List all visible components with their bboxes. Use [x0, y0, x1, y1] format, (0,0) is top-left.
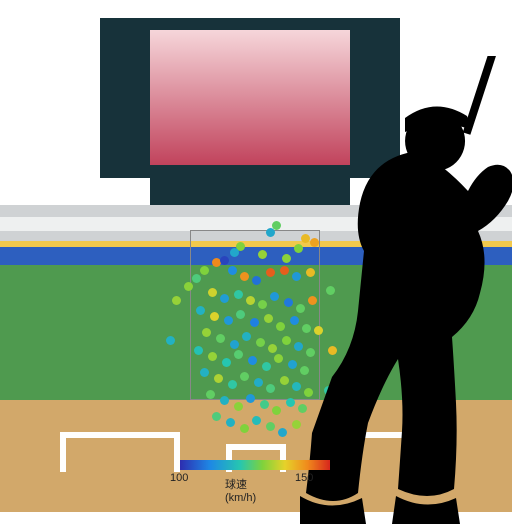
- pitch-point: [288, 360, 297, 369]
- pitch-point: [266, 228, 275, 237]
- pitch-point: [240, 424, 249, 433]
- pitch-point: [246, 394, 255, 403]
- pitch-point: [272, 406, 281, 415]
- pitch-point: [250, 318, 259, 327]
- pitch-point: [286, 398, 295, 407]
- pitch-point: [266, 268, 275, 277]
- pitch-point: [264, 314, 273, 323]
- batter-silhouette-icon: [300, 56, 512, 526]
- pitch-point: [260, 400, 269, 409]
- pitch-point: [252, 416, 261, 425]
- pitch-point: [208, 288, 217, 297]
- pitch-point: [184, 282, 193, 291]
- pitch-point: [200, 368, 209, 377]
- pitch-point: [230, 248, 239, 257]
- pitch-point: [228, 266, 237, 275]
- chalk-line: [60, 432, 66, 472]
- pitch-point: [220, 294, 229, 303]
- colorbar-tick: 150: [295, 472, 313, 484]
- pitch-point: [208, 352, 217, 361]
- pitch-point: [280, 266, 289, 275]
- pitch-point: [242, 332, 251, 341]
- pitch-point: [266, 422, 275, 431]
- pitch-point: [222, 358, 231, 367]
- pitch-point: [196, 306, 205, 315]
- pitch-point: [248, 356, 257, 365]
- pitch-point: [280, 376, 289, 385]
- pitch-point: [270, 292, 279, 301]
- pitch-point: [226, 418, 235, 427]
- pitch-point: [228, 380, 237, 389]
- pitch-point: [274, 354, 283, 363]
- pitch-point: [206, 390, 215, 399]
- pitch-point: [266, 384, 275, 393]
- pitch-point: [234, 350, 243, 359]
- colorbar-tick: 100: [170, 472, 188, 484]
- pitch-point: [284, 298, 293, 307]
- pitch-point: [220, 396, 229, 405]
- pitch-point: [252, 276, 261, 285]
- pitch-point: [166, 336, 175, 345]
- pitch-point: [216, 334, 225, 343]
- pitch-point: [202, 328, 211, 337]
- pitch-point: [234, 402, 243, 411]
- colorbar-label: 球速(km/h): [225, 476, 256, 504]
- pitch-point: [282, 336, 291, 345]
- pitch-point: [258, 300, 267, 309]
- pitch-point: [240, 272, 249, 281]
- pitch-point: [224, 316, 233, 325]
- pitch-point: [262, 362, 271, 371]
- pitch-point: [258, 250, 267, 259]
- pitch-point: [282, 254, 291, 263]
- colorbar-gradient: [180, 460, 330, 470]
- pitch-point: [278, 428, 287, 437]
- pitch-point: [254, 378, 263, 387]
- pitch-point: [290, 316, 299, 325]
- pitch-point: [268, 344, 277, 353]
- pitch-point: [212, 412, 221, 421]
- pitch-point: [276, 322, 285, 331]
- pitch-point: [236, 310, 245, 319]
- pitch-point: [210, 312, 219, 321]
- chalk-line: [226, 444, 286, 450]
- pitch-point: [200, 266, 209, 275]
- pitch-point: [192, 274, 201, 283]
- chalk-line: [60, 432, 180, 438]
- pitch-point: [246, 296, 255, 305]
- pitch-point: [256, 338, 265, 347]
- pitch-point: [172, 296, 181, 305]
- pitch-location-chart: 100 150 球速(km/h): [0, 0, 512, 512]
- pitch-point: [240, 372, 249, 381]
- pitch-point: [220, 256, 229, 265]
- pitch-point: [234, 290, 243, 299]
- pitch-point: [230, 340, 239, 349]
- pitch-point: [214, 374, 223, 383]
- pitch-point: [194, 346, 203, 355]
